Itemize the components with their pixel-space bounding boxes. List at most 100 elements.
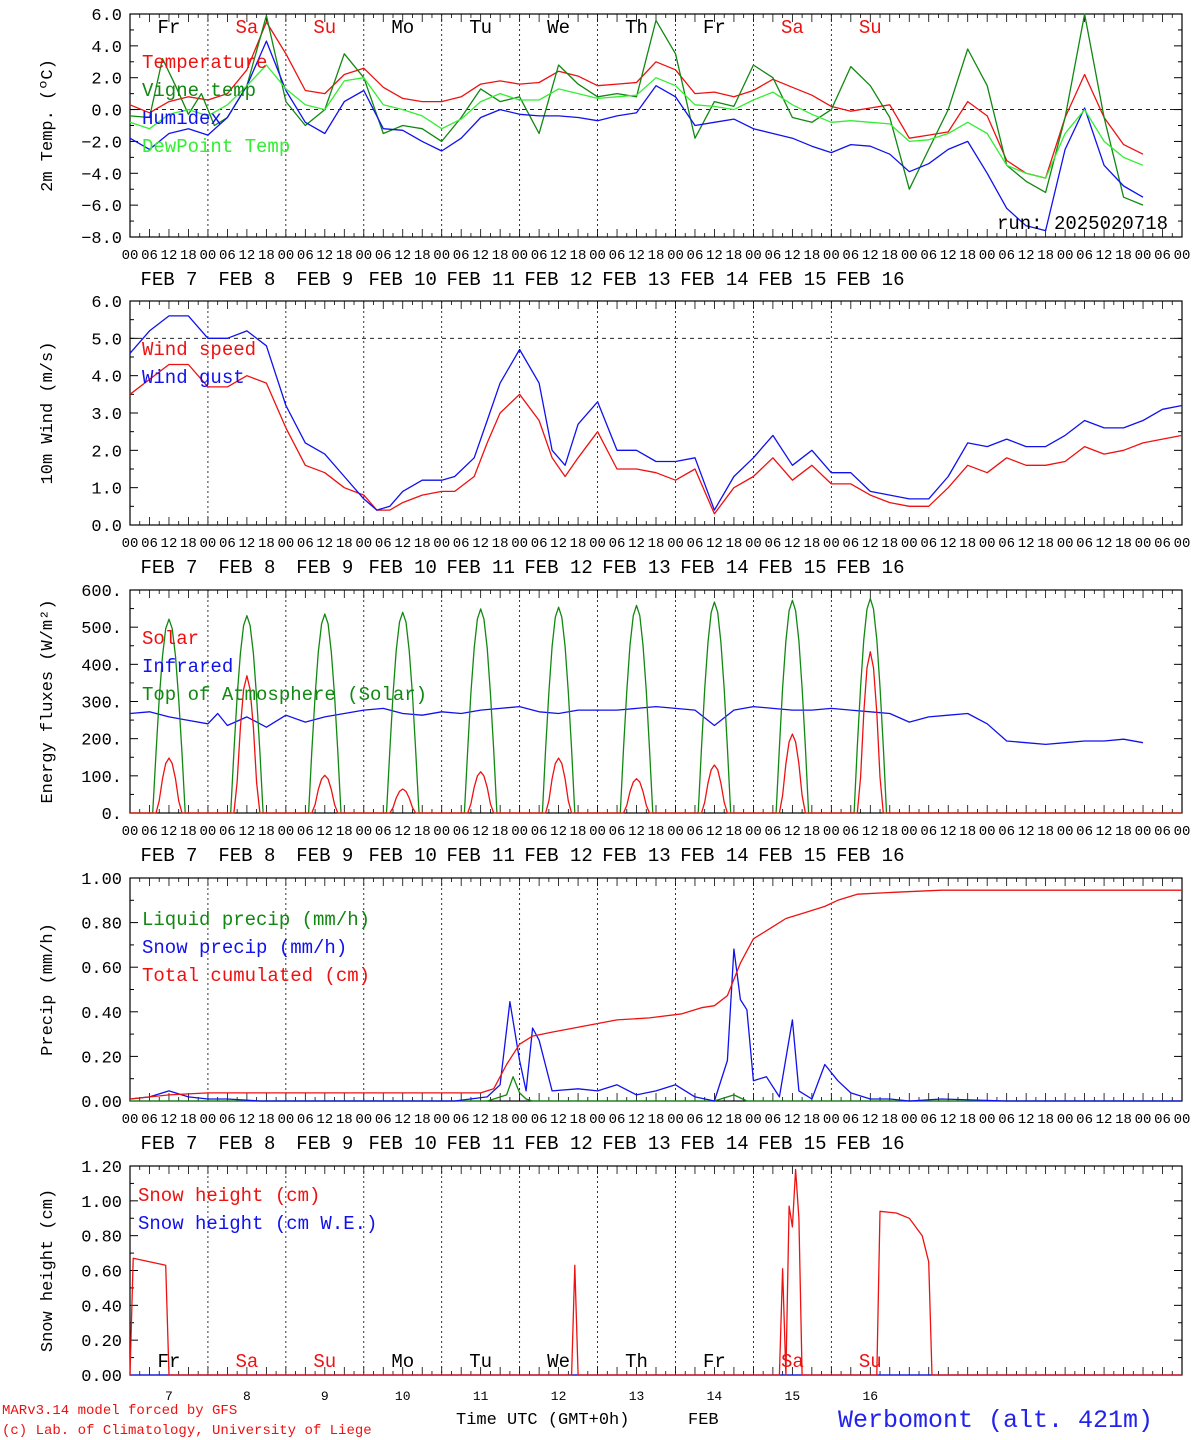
hour-label: 00: [1174, 1112, 1191, 1128]
hour-label: 00: [1174, 248, 1191, 264]
hour-label: 18: [803, 824, 820, 840]
hour-label: 06: [297, 1112, 314, 1128]
hour-label: 18: [258, 536, 275, 552]
series-line-snow-height-cm-: [129, 1168, 1182, 1376]
hour-label: 18: [726, 248, 743, 264]
hour-label: 00: [511, 1112, 528, 1128]
hour-label: 00: [511, 248, 528, 264]
hour-label: 12: [316, 1112, 333, 1128]
hour-label: 06: [531, 1112, 548, 1128]
hour-label: 06: [219, 1112, 236, 1128]
date-label: FEB 15: [758, 845, 826, 867]
y-tick-label: 4.0: [91, 39, 122, 58]
day-name: Tu: [469, 17, 492, 39]
hour-label: 18: [1037, 1112, 1054, 1128]
legend-entry: Infrared: [142, 656, 233, 678]
hour-label: 06: [609, 536, 626, 552]
hour-label: 00: [589, 824, 606, 840]
footer: MARv3.14 model forced by GFS (c) Lab. of…: [2, 1403, 1153, 1439]
hour-label: 06: [531, 536, 548, 552]
hour-label: 06: [1154, 248, 1171, 264]
hour-label: 06: [764, 248, 781, 264]
plot-frame: [129, 300, 1183, 526]
legend-entry: Wind speed: [142, 339, 256, 361]
hour-label: 12: [550, 536, 567, 552]
series-line-wind-speed: [129, 363, 1183, 515]
hour-label: 12: [550, 248, 567, 264]
hour-label: 00: [511, 536, 528, 552]
hour-label: 18: [726, 536, 743, 552]
hour-label: 06: [920, 536, 937, 552]
hour-label: 06: [842, 536, 859, 552]
hour-label: 00: [745, 824, 762, 840]
hour-label: 06: [219, 536, 236, 552]
hour-label: 00: [355, 1112, 372, 1128]
hour-label: 12: [394, 1112, 411, 1128]
hour-label: 00: [667, 536, 684, 552]
hour-label: 12: [1096, 248, 1113, 264]
hour-label: 00: [122, 536, 139, 552]
hour-label: 06: [1154, 1112, 1171, 1128]
hour-label: 12: [628, 1112, 645, 1128]
hour-label: 06: [764, 824, 781, 840]
legend-entry: Total cumulated (cm): [142, 965, 370, 987]
day-name: Sa: [235, 1351, 258, 1373]
date-label: FEB 16: [836, 269, 904, 291]
y-tick-label: 0.00: [81, 1094, 122, 1113]
hour-label: 00: [823, 248, 840, 264]
hour-label: 18: [881, 536, 898, 552]
hour-label: 00: [355, 536, 372, 552]
hour-label: 06: [1076, 1112, 1093, 1128]
date-label: FEB 16: [836, 557, 904, 579]
hour-label: 00: [823, 536, 840, 552]
hour-label: 06: [687, 1112, 704, 1128]
series-line-total-cumulated-cm-: [129, 889, 1182, 1100]
date-label: FEB 7: [140, 269, 197, 291]
hour-label: 06: [219, 824, 236, 840]
hour-label: 18: [726, 1112, 743, 1128]
series-line-humidex: [129, 40, 1144, 232]
y-tick-label: 300.: [81, 695, 122, 714]
hour-label: 12: [472, 536, 489, 552]
date-label: FEB 7: [140, 557, 197, 579]
hour-label: 12: [238, 824, 255, 840]
series-line-solar: [130, 651, 1182, 814]
hour-label: 12: [550, 824, 567, 840]
hour-label: 12: [628, 536, 645, 552]
day-number: 16: [862, 1389, 878, 1404]
chart-panel-3: 600. 500. 400. 300. 200. 100. 0. Energy fluxes …: [39, 583, 1190, 867]
hour-label: 06: [998, 536, 1015, 552]
y-tick-label: 6.0: [91, 7, 122, 26]
y-tick-label: −6.0: [81, 198, 122, 217]
hour-label: 18: [1115, 1112, 1132, 1128]
date-label: FEB 8: [218, 557, 275, 579]
hour-label: 18: [648, 248, 665, 264]
hour-label: 06: [297, 536, 314, 552]
hour-label: 18: [726, 824, 743, 840]
y-tick-label: 0.60: [81, 960, 122, 979]
date-label: FEB 10: [369, 845, 437, 867]
day-name: Sa: [235, 17, 258, 39]
hour-label: 00: [511, 824, 528, 840]
hour-label: 00: [667, 1112, 684, 1128]
hour-label: 06: [375, 824, 392, 840]
hour-label: 12: [1018, 536, 1035, 552]
hour-label: 06: [609, 824, 626, 840]
hour-label: 06: [531, 248, 548, 264]
hour-label: 12: [706, 248, 723, 264]
hour-label: 06: [375, 248, 392, 264]
hour-label: 00: [1135, 536, 1152, 552]
run-label: run: 2025020718: [997, 213, 1168, 235]
hour-label: 18: [492, 1112, 509, 1128]
hour-label: 18: [492, 824, 509, 840]
date-label: FEB 14: [680, 269, 748, 291]
date-label: FEB 12: [524, 269, 592, 291]
hour-label: 00: [1135, 248, 1152, 264]
hour-label: 06: [453, 536, 470, 552]
y-tick-label: 0.20: [81, 1333, 122, 1352]
hour-label: 12: [238, 248, 255, 264]
hour-label: 06: [1076, 536, 1093, 552]
hour-label: 00: [1057, 536, 1074, 552]
hour-label: 18: [414, 824, 431, 840]
y-tick-label: 4.0: [91, 369, 122, 388]
